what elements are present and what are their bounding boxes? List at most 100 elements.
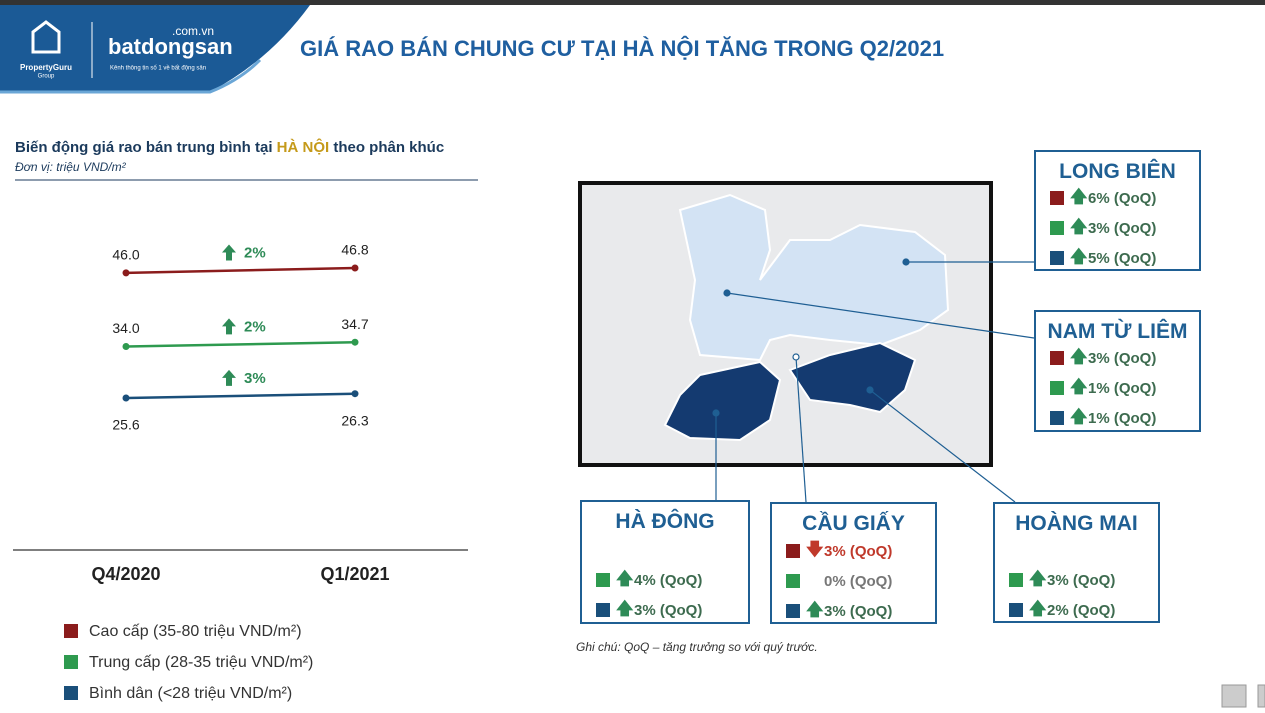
change-row: 🡅 3% (QoQ) (1009, 569, 1116, 590)
change-text: 6% (QoQ) (1088, 189, 1157, 207)
segment-swatch (596, 573, 610, 587)
value-label: 26.3 (341, 412, 368, 428)
change-text: 3% (QoQ) (1088, 349, 1157, 367)
change-row: 🡅 1% (QoQ) (1050, 377, 1157, 398)
chart-subtitle: Đơn vị: triệu VND/m² (15, 160, 127, 174)
ui-button[interactable] (1221, 684, 1247, 708)
series-line (125, 266, 356, 275)
district-ha-dong (663, 360, 782, 442)
change-arrow: 🡅 (1070, 246, 1088, 266)
change-text: 2% (QoQ) (1047, 601, 1116, 619)
district-box: LONG BIÊN 🡅 6% (QoQ) 🡅 3% (QoQ) 🡅 5% (QoQ) (1034, 150, 1201, 271)
value-label: 46.8 (341, 242, 368, 258)
logo-domain: .com.vn (172, 24, 214, 38)
series-line (125, 340, 356, 348)
district-name: HOÀNG MAI (1015, 512, 1138, 535)
change-row: 🡅 1% (QoQ) (1050, 407, 1157, 428)
change-row: 🡅 2% (QoQ) (1009, 599, 1116, 620)
change-arrow: 🡅 (1029, 598, 1047, 618)
logo-icon (31, 20, 61, 54)
legend-label: Cao cấp (35-80 triệu VND/m²) (89, 623, 302, 640)
logo-band (0, 5, 310, 92)
logo-left-sub: Group (38, 74, 55, 80)
change-text: 3% (QoQ) (824, 542, 893, 560)
logo-right: batdongsan (108, 34, 233, 59)
district-box: NAM TỪ LIÊM 🡅 3% (QoQ) 🡅 1% (QoQ) 🡅 1% (QoQ) (1034, 310, 1201, 432)
legend-label: Trung cấp (28-35 triệu VND/m²) (89, 654, 313, 671)
logo-left: PropertyGuru (20, 63, 72, 72)
chart-title: Biến động giá rao bán trung bình tại HÀ … (15, 138, 444, 156)
district-light (678, 193, 950, 362)
change-text: 3% (QoQ) (1047, 571, 1116, 589)
district-box: CẦU GIẤY 🡇 3% (QoQ) 0% (QoQ) 🡅 3% (QoQ) (770, 502, 937, 624)
change-arrow: 🡅 (806, 599, 824, 619)
title-highlight: HÀ NỘI (277, 138, 330, 156)
district-name: HÀ ĐÔNG (615, 510, 715, 533)
change-label: 2% (244, 244, 266, 261)
point (351, 264, 359, 272)
ui-button[interactable] (1257, 684, 1265, 708)
change-arrow: 🡅 (1070, 406, 1088, 426)
district-name: CẦU GIẤY (802, 512, 905, 535)
connectors (712, 258, 1035, 503)
change-arrow (222, 369, 236, 386)
change-arrow (222, 244, 236, 261)
district-name: LONG BIÊN (1059, 160, 1176, 183)
district-name: NAM TỪ LIÊM (1047, 320, 1188, 343)
slide-title: GIÁ RAO BÁN CHUNG CƯ TẠI HÀ NỘI TĂNG TRO… (300, 36, 944, 61)
change-text: 0% (QoQ) (824, 572, 893, 590)
legend-swatch (64, 655, 78, 669)
change-text: 1% (QoQ) (1088, 379, 1157, 397)
point (122, 342, 130, 350)
title-part: Biến động giá rao bán trung bình tại (15, 139, 277, 156)
segment-swatch (1009, 573, 1023, 587)
x-tick-label: Q1/2021 (320, 564, 389, 584)
change-row: 🡅 5% (QoQ) (1050, 247, 1157, 268)
x-tick-label: Q4/2020 (91, 564, 160, 584)
point (122, 269, 130, 277)
segment-swatch (786, 544, 800, 558)
point (122, 394, 130, 402)
top-bar (0, 0, 1265, 5)
segment-swatch (1050, 221, 1064, 235)
segment-swatch (596, 603, 610, 617)
change-row: 🡅 3% (QoQ) (1050, 347, 1157, 368)
title-part: theo phân khúc (329, 139, 444, 156)
legend-swatch (64, 686, 78, 700)
change-row: 🡇 3% (QoQ) (786, 540, 893, 561)
change-arrow: 🡅 (616, 598, 634, 618)
change-arrow: 🡅 (1070, 346, 1088, 366)
change-label: 3% (244, 370, 266, 387)
segment-swatch (786, 574, 800, 588)
segment-swatch (1050, 191, 1064, 205)
point (351, 338, 359, 346)
change-arrow: 🡅 (1070, 376, 1088, 396)
segment-swatch (1050, 411, 1064, 425)
change-label: 2% (244, 318, 266, 335)
change-row: 🡅 4% (QoQ) (596, 569, 702, 590)
legend-label: Bình dân (<28 triệu VND/m²) (89, 685, 292, 702)
district-box: HOÀNG MAI 🡅 3% (QoQ) 🡅 2% (QoQ) (993, 502, 1160, 623)
value-label: 25.6 (112, 417, 139, 433)
change-arrow: 🡅 (1070, 186, 1088, 206)
segment-swatch (1009, 603, 1023, 617)
change-row: 🡅 3% (QoQ) (1050, 217, 1156, 238)
segment-swatch (1050, 381, 1064, 395)
logo-tagline: Kênh thông tin số 1 về bất động sản (110, 66, 206, 72)
change-row: 🡅 3% (QoQ) (596, 599, 702, 620)
change-arrow: 🡅 (616, 568, 634, 588)
district-hoang-mai (788, 341, 917, 414)
value-label: 46.0 (112, 247, 139, 263)
series-line (125, 392, 356, 400)
change-text: 1% (QoQ) (1088, 409, 1157, 427)
change-text: 5% (QoQ) (1088, 249, 1157, 267)
change-arrow: 🡅 (1029, 568, 1047, 588)
legend-swatch (64, 624, 78, 638)
change-row: 🡅 6% (QoQ) (1050, 187, 1157, 208)
value-label: 34.7 (341, 316, 368, 332)
change-row: 🡅 3% (QoQ) (786, 600, 892, 621)
map-note: Ghi chú: QoQ – tăng trưởng so với quý tr… (576, 640, 818, 654)
segment-swatch (1050, 351, 1064, 365)
